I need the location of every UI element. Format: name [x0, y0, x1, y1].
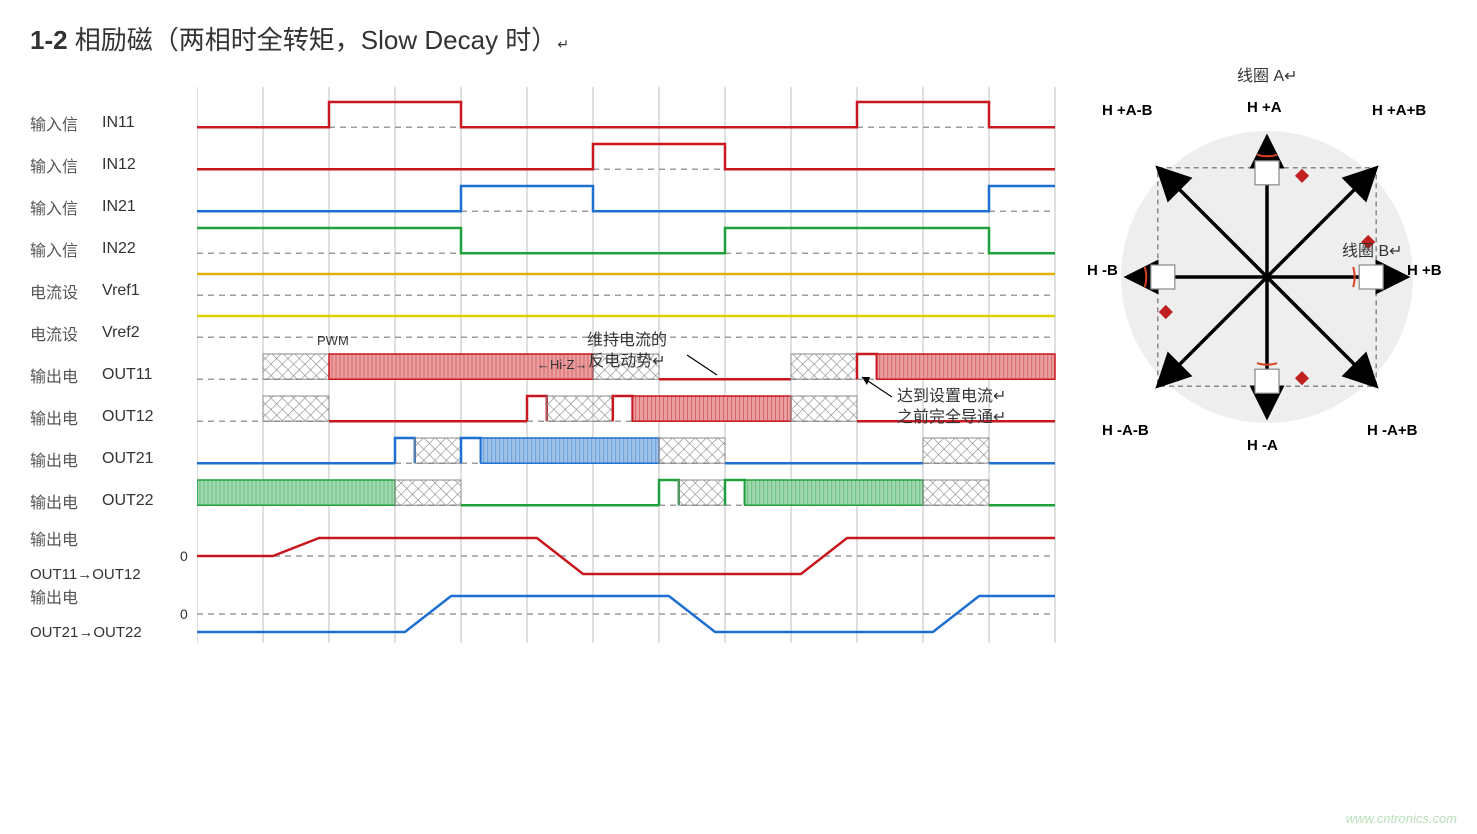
- vec-label-s: H -A: [1247, 437, 1278, 454]
- vec-label-nw: H +A-B: [1102, 102, 1152, 119]
- vec-label-w: H -B: [1087, 262, 1118, 279]
- coil-a-label: 线圈 A↵: [1237, 67, 1298, 88]
- page-title: 1-2 相励磁（两相时全转矩，Slow Decay 时）↵: [30, 20, 1447, 57]
- backemf-label: 维持电流的反电动势↵: [587, 331, 667, 373]
- timing-chart: ←Hi-Z→ PWM 维持电流的反电动势↵ 达到设置电流↵之前完全导通↵: [197, 87, 1057, 792]
- current-row-label: 输出电0OUT11→OUT12: [30, 522, 197, 580]
- row-labels: 输入信IN11输入信IN12输入信IN21输入信IN22电流设Vref1电流设V…: [30, 87, 197, 792]
- row-label: 电流设Vref2: [30, 312, 197, 354]
- row-label: 输出电OUT21: [30, 438, 197, 480]
- watermark: www.cntronics.com: [1346, 811, 1457, 826]
- row-label: 输出电OUT12: [30, 396, 197, 438]
- row-label: 输出电OUT22: [30, 480, 197, 522]
- row-label: 输入信IN21: [30, 186, 197, 228]
- pwm-label: PWM: [317, 333, 349, 350]
- vec-label-sw: H -A-B: [1102, 422, 1149, 439]
- vec-label-e: H +B: [1407, 262, 1442, 279]
- fullon-label: 达到设置电流↵之前完全导通↵: [897, 387, 1006, 429]
- row-label: 输出电OUT11: [30, 354, 197, 396]
- row-label: 电流设Vref1: [30, 270, 197, 312]
- row-label: 输入信IN12: [30, 144, 197, 186]
- coil-b-label: 线圈 B↵: [1342, 242, 1403, 263]
- vec-label-ne: H +A+B: [1372, 102, 1426, 119]
- vec-label-se: H -A+B: [1367, 422, 1417, 439]
- vector-diagram: 线圈 A↵ 线圈 B↵ H +A H +A+B H +B H -A+B H -A…: [1087, 87, 1447, 792]
- row-label: 输入信IN11: [30, 102, 197, 144]
- row-label: 输入信IN22: [30, 228, 197, 270]
- current-row-label: 输出电0OUT21→OUT22: [30, 580, 197, 638]
- vec-label-n: H +A: [1247, 99, 1282, 116]
- main-content: 输入信IN11输入信IN12输入信IN21输入信IN22电流设Vref1电流设V…: [30, 87, 1447, 792]
- hiz-label: ←Hi-Z→: [537, 357, 588, 374]
